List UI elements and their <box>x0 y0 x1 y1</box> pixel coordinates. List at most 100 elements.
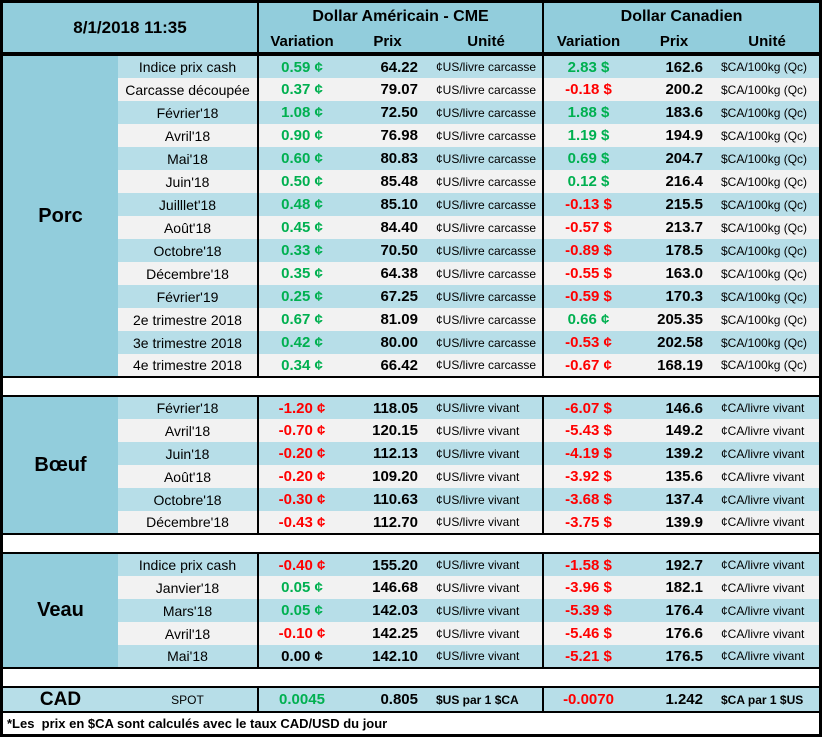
row-label: Mars'18 <box>118 599 258 622</box>
row-label: Août'18 <box>118 216 258 239</box>
row-label: Juilllet'18 <box>118 193 258 216</box>
us-col-variation: Variation <box>257 30 346 53</box>
ca-price: 170.3 <box>633 285 715 308</box>
row-label: Juin'18 <box>118 170 258 193</box>
us-unit: ¢US/livre carcasse <box>430 262 543 285</box>
table-row: Août'18 0.45 ¢ 84.40 ¢US/livre carcasse -0.5… <box>3 216 819 239</box>
ca-price: 216.4 <box>633 170 715 193</box>
section-gap <box>3 378 819 395</box>
ca-unit: ¢CA/livre vivant <box>715 419 819 442</box>
ca-price: 149.2 <box>633 419 715 442</box>
us-price: 110.63 <box>345 488 430 511</box>
us-variation: -0.20 ¢ <box>257 465 345 488</box>
ca-price: 215.5 <box>633 193 715 216</box>
ca-variation: -1.58 $ <box>542 553 633 576</box>
row-label: Mai'18 <box>118 147 258 170</box>
us-unit: ¢US/livre vivant <box>430 599 543 622</box>
us-unit: ¢US/livre carcasse <box>430 285 543 308</box>
table-row: CAD SPOT 0.0045 0.805 $US par 1 $CA -0.0… <box>3 687 819 712</box>
ca-unit: $CA/100kg (Qc) <box>715 308 819 331</box>
us-price: 120.15 <box>345 419 430 442</box>
us-col-unite: Unité <box>430 30 544 53</box>
table-row: Octobre'18 0.33 ¢ 70.50 ¢US/livre carcasse -… <box>3 239 819 262</box>
section-cad: CAD SPOT 0.0045 0.805 $US par 1 $CA -0.0… <box>3 686 819 713</box>
row-label: Avril'18 <box>118 124 258 147</box>
ca-unit: $CA par 1 $US <box>715 687 819 712</box>
row-label: Décembre'18 <box>118 262 258 285</box>
row-label: Février'19 <box>118 285 258 308</box>
us-variation: 0.25 ¢ <box>257 285 345 308</box>
us-variation: 0.00 ¢ <box>257 645 345 668</box>
table-row: Décembre'18 0.35 ¢ 64.38 ¢US/livre carcasse… <box>3 262 819 285</box>
row-label: 4e trimestre 2018 <box>118 354 258 377</box>
ca-variation: -0.13 $ <box>542 193 633 216</box>
ca-price: 176.6 <box>633 622 715 645</box>
ca-variation: -5.46 $ <box>542 622 633 645</box>
ca-price: 204.7 <box>633 147 715 170</box>
ca-price: 202.58 <box>633 331 715 354</box>
section-label-veau: Veau <box>3 553 118 668</box>
us-variation: -0.43 ¢ <box>257 511 345 534</box>
us-price: 85.10 <box>345 193 430 216</box>
section-label-boeuf: Bœuf <box>3 396 118 534</box>
us-variation: -0.30 ¢ <box>257 488 345 511</box>
ca-variation: 1.88 $ <box>542 101 633 124</box>
ca-price: 183.6 <box>633 101 715 124</box>
row-label: Avril'18 <box>118 622 258 645</box>
us-price: 142.03 <box>345 599 430 622</box>
ca-unit: $CA/100kg (Qc) <box>715 193 819 216</box>
us-unit: ¢US/livre vivant <box>430 488 543 511</box>
us-price: 70.50 <box>345 239 430 262</box>
us-unit: ¢US/livre vivant <box>430 622 543 645</box>
us-price: 112.13 <box>345 442 430 465</box>
us-price: 79.07 <box>345 78 430 101</box>
table-row: Février'19 0.25 ¢ 67.25 ¢US/livre carcasse -… <box>3 285 819 308</box>
table-row: Juilllet'18 0.48 ¢ 85.10 ¢US/livre carcasse… <box>3 193 819 216</box>
ca-variation: -3.92 $ <box>542 465 633 488</box>
ca-variation: -0.53 ¢ <box>542 331 633 354</box>
us-unit: ¢US/livre carcasse <box>430 101 543 124</box>
us-unit: ¢US/livre vivant <box>430 576 543 599</box>
ca-price: 176.5 <box>633 645 715 668</box>
us-variation: 0.59 ¢ <box>257 55 345 78</box>
ca-variation: 0.69 $ <box>542 147 633 170</box>
us-unit: ¢US/livre carcasse <box>430 239 543 262</box>
us-variation: 0.33 ¢ <box>257 239 345 262</box>
row-label: Août'18 <box>118 465 258 488</box>
ca-unit: ¢CA/livre vivant <box>715 488 819 511</box>
ca-unit: ¢CA/livre vivant <box>715 511 819 534</box>
us-unit: ¢US/livre carcasse <box>430 124 543 147</box>
ca-unit: $CA/100kg (Qc) <box>715 170 819 193</box>
us-price: 72.50 <box>345 101 430 124</box>
table-row: Février'18 1.08 ¢ 72.50 ¢US/livre carcasse 1… <box>3 101 819 124</box>
table-row: 3e trimestre 2018 0.42 ¢ 80.00 ¢US/livre ca… <box>3 331 819 354</box>
table-row: Janvier'18 0.05 ¢ 146.68 ¢US/livre vivant -3… <box>3 576 819 599</box>
us-price: 0.805 <box>345 687 430 712</box>
row-label: Octobre'18 <box>118 488 258 511</box>
us-unit: ¢US/livre vivant <box>430 465 543 488</box>
ca-price: 200.2 <box>633 78 715 101</box>
us-variation: 0.35 ¢ <box>257 262 345 285</box>
ca-price: 163.0 <box>633 262 715 285</box>
ca-price: 194.9 <box>633 124 715 147</box>
ca-unit: $CA/100kg (Qc) <box>715 55 819 78</box>
ca-unit: $CA/100kg (Qc) <box>715 124 819 147</box>
us-unit: ¢US/livre carcasse <box>430 55 543 78</box>
row-label: Février'18 <box>118 101 258 124</box>
ca-unit: $CA/100kg (Qc) <box>715 216 819 239</box>
us-price: 112.70 <box>345 511 430 534</box>
table-row: Juin'18 -0.20 ¢ 112.13 ¢US/livre vivant -4.1… <box>3 442 819 465</box>
ca-unit: ¢CA/livre vivant <box>715 396 819 419</box>
us-price: 84.40 <box>345 216 430 239</box>
ca-unit: ¢CA/livre vivant <box>715 576 819 599</box>
ca-unit: $CA/100kg (Qc) <box>715 262 819 285</box>
ca-unit: $CA/100kg (Qc) <box>715 147 819 170</box>
ca-variation: 2.83 $ <box>542 55 633 78</box>
ca-unit: ¢CA/livre vivant <box>715 465 819 488</box>
ca-price: 135.6 <box>633 465 715 488</box>
us-price: 81.09 <box>345 308 430 331</box>
report-datetime: 8/1/2018 11:35 <box>3 3 259 53</box>
section-gap <box>3 669 819 686</box>
us-variation: -0.70 ¢ <box>257 419 345 442</box>
us-variation: 0.90 ¢ <box>257 124 345 147</box>
